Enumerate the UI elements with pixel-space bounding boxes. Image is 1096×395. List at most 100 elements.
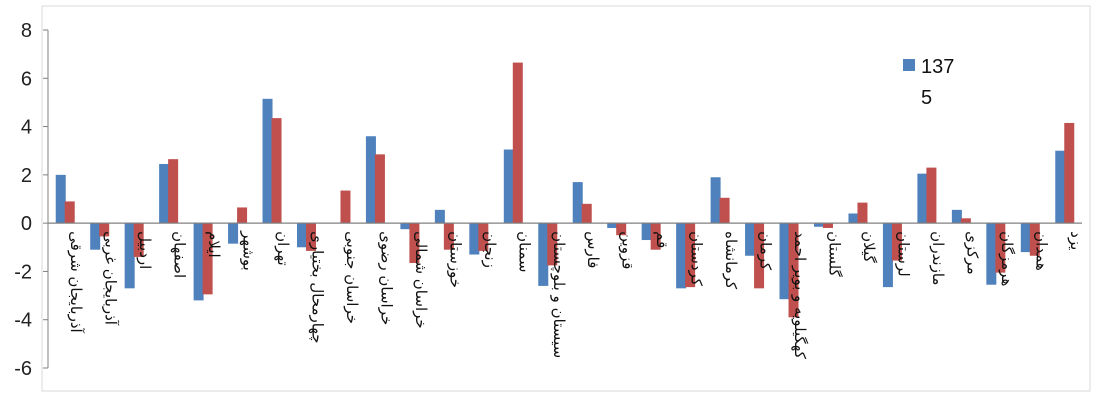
x-category-label: کهگیلویه و بویر احمد xyxy=(791,231,809,360)
bar-series-2 xyxy=(650,223,661,250)
bar-series-2 xyxy=(306,223,316,251)
x-category-label: هرمزگان xyxy=(998,231,1016,286)
y-tick-label: 6 xyxy=(21,68,32,90)
bar-series-1 xyxy=(538,223,549,286)
x-category-label: سمنان xyxy=(515,231,533,272)
bar-series-2 xyxy=(271,118,282,224)
x-category-label: کردستان xyxy=(688,231,706,287)
bars-group xyxy=(55,62,1075,318)
bar-series-1 xyxy=(745,223,756,256)
bar-series-2 xyxy=(823,223,833,228)
bar-series-1 xyxy=(882,223,893,288)
y-axis-ticks: 8 6 4 2 0 -2 -4 -6 xyxy=(14,20,48,380)
bar-series-2 xyxy=(64,201,75,224)
plot-area-border xyxy=(41,5,1091,392)
bar-series-1 xyxy=(262,98,273,224)
x-category-label: گیلان xyxy=(860,231,878,263)
bar-series-2 xyxy=(168,159,179,224)
bar-series-2 xyxy=(616,223,627,236)
x-category-label: زنجان xyxy=(481,231,499,268)
x-category-label: ایلام xyxy=(205,231,223,258)
legend-label-line1: 137 xyxy=(921,56,954,78)
x-category-label: مرکزی xyxy=(963,231,981,274)
bar-series-2 xyxy=(133,223,144,257)
bar-series-1 xyxy=(1055,150,1066,224)
legend-swatch xyxy=(903,59,915,71)
bar-series-1 xyxy=(848,213,859,224)
y-tick-label: -2 xyxy=(14,261,32,283)
y-tick-label: -6 xyxy=(14,358,32,380)
x-category-label: یزد xyxy=(1067,231,1085,250)
bar-series-1 xyxy=(193,223,204,301)
x-category-label: اصفهان xyxy=(171,231,189,278)
bar-series-1 xyxy=(297,223,307,248)
y-tick-label: 2 xyxy=(21,165,32,187)
bar-series-1 xyxy=(55,174,66,224)
bar-series-1 xyxy=(986,223,997,285)
bar-series-1 xyxy=(434,209,445,224)
bar-series-2 xyxy=(202,223,213,295)
bar-series-2 xyxy=(340,190,351,224)
bar-series-1 xyxy=(676,223,687,289)
bar-series-1 xyxy=(917,173,928,224)
bar-series-2 xyxy=(1064,122,1075,224)
bar-series-1 xyxy=(1020,223,1031,253)
y-tick-label: 0 xyxy=(21,213,32,235)
x-category-label: کرمان xyxy=(757,231,775,271)
bar-series-2 xyxy=(685,223,696,288)
x-category-label: همدان xyxy=(1032,231,1050,271)
bar-series-1 xyxy=(503,149,514,224)
x-category-label: خوزستان xyxy=(446,231,464,288)
x-category-label: آذربایجان شرقی xyxy=(67,231,85,333)
x-category-label: گلستان xyxy=(826,231,844,277)
bar-series-2 xyxy=(926,167,937,224)
bar-series-2 xyxy=(1029,223,1040,256)
bar-series-1 xyxy=(365,136,376,224)
bar-series-2 xyxy=(857,202,868,224)
bar-series-1 xyxy=(469,223,480,255)
bar-series-2 xyxy=(443,223,454,250)
bar-series-2 xyxy=(995,223,1006,273)
bar-series-2 xyxy=(581,203,592,224)
bar-series-2 xyxy=(374,154,385,224)
bar-series-1 xyxy=(159,163,170,224)
bar-series-2 xyxy=(719,197,730,224)
x-category-label: آذربایجان غربی xyxy=(102,231,120,326)
x-axis-labels: آذربایجان شرقی آذربایجان غربی اردبیل اصفهان… xyxy=(67,230,1085,360)
x-category-label: خراسان شمالی xyxy=(412,231,430,329)
bar-series-1 xyxy=(607,223,618,228)
bar-series-1 xyxy=(951,209,962,224)
bar-series-1 xyxy=(90,223,101,250)
legend-label-line2: 5 xyxy=(921,87,932,109)
bar-series-2 xyxy=(478,223,489,251)
bar-series-2 xyxy=(512,62,523,224)
bar-series-2 xyxy=(788,223,799,318)
x-category-label: لرستان xyxy=(894,231,912,277)
bar-series-1 xyxy=(814,223,824,227)
bar-series-2 xyxy=(547,223,558,266)
bar-series-1 xyxy=(710,177,721,224)
bar-series-2 xyxy=(409,223,420,263)
x-category-label: سیستان و بلوچستان xyxy=(550,231,568,358)
x-category-label: کرمانشاه xyxy=(722,231,740,290)
x-category-label: اردبیل xyxy=(136,231,154,269)
bar-series-1 xyxy=(124,223,135,289)
x-category-label: فارس xyxy=(584,231,602,268)
bar-series-2 xyxy=(960,218,971,224)
bar-series-1 xyxy=(400,223,411,230)
y-tick-label: 8 xyxy=(21,20,32,42)
x-category-label: مازندران xyxy=(929,231,947,285)
bar-series-2 xyxy=(237,207,248,224)
x-category-label: چهارمحال بختیاری xyxy=(309,231,327,343)
x-category-label: بوشهر xyxy=(240,230,258,271)
bar-series-1 xyxy=(641,223,652,241)
x-category-label: تهران xyxy=(274,231,292,266)
bar-series-2 xyxy=(754,223,765,289)
x-category-label: خراسان رضوی xyxy=(377,231,395,325)
bar-series-2 xyxy=(99,223,110,237)
x-category-label: قزوین xyxy=(619,231,637,269)
bar-series-1 xyxy=(779,223,790,300)
bar-series-2 xyxy=(891,223,902,261)
x-category-label: قم xyxy=(653,231,671,248)
y-tick-label: 4 xyxy=(21,117,32,139)
